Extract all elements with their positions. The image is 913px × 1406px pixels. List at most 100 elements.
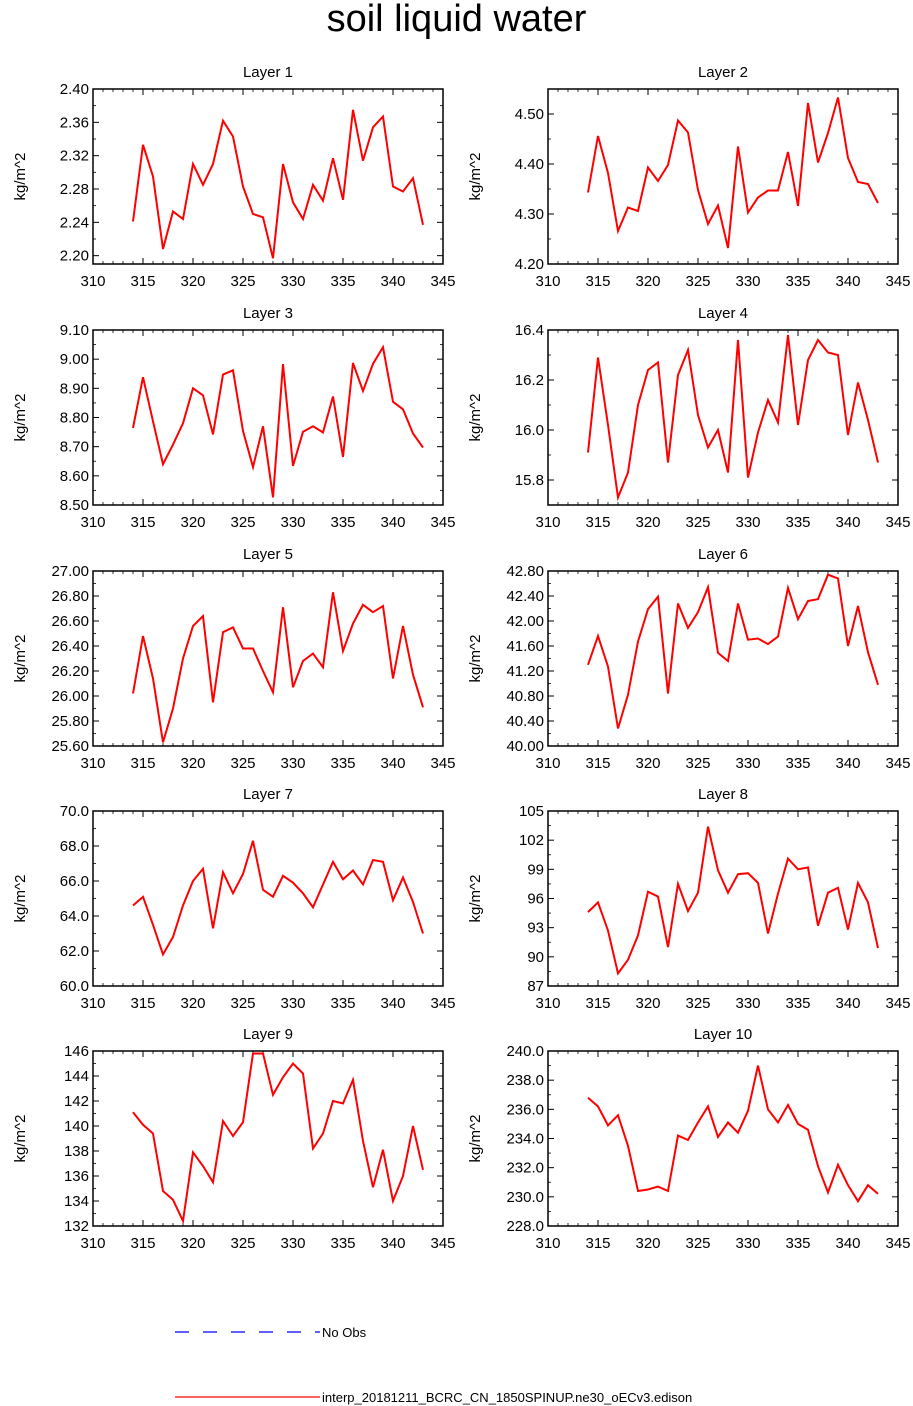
- x-tick-label: 340: [380, 995, 405, 1012]
- chart-panel: Layer 1 kg/m^2 310 315 320 325 330 335 340 345 2.2…: [12, 64, 456, 290]
- x-tick-label: 325: [685, 273, 710, 290]
- y-tick-label: 62.0: [60, 943, 89, 960]
- panel-title: Layer 3: [243, 305, 293, 322]
- y-tick-label: 96: [527, 891, 544, 908]
- x-tick-label: 345: [430, 995, 455, 1012]
- x-tick-label: 310: [80, 1235, 105, 1252]
- x-tick-label: 330: [280, 1235, 305, 1252]
- y-tick-label: 238.0: [506, 1072, 544, 1089]
- panel-title: Layer 6: [698, 546, 748, 563]
- y-tick-label: 64.0: [60, 908, 89, 925]
- y-tick-label: 16.0: [515, 422, 544, 439]
- y-axis-label: kg/m^2: [467, 153, 484, 201]
- y-tick-label: 4.50: [515, 106, 544, 123]
- x-tick-label: 340: [835, 1235, 860, 1252]
- y-tick-label: 40.40: [506, 713, 544, 730]
- x-tick-label: 335: [330, 1235, 355, 1252]
- x-tick-label: 340: [380, 514, 405, 531]
- x-tick-label: 310: [535, 273, 560, 290]
- y-tick-label: 60.0: [60, 978, 89, 995]
- chart-panel: Layer 10 kg/m^2 310 315 320 325 330 335 340 345 22…: [467, 1026, 911, 1252]
- chart-panel: Layer 8 kg/m^2 310 315 320 325 330 335 340 345 87 9…: [467, 786, 911, 1012]
- series-line: [132, 840, 424, 957]
- y-tick-label: 142: [64, 1093, 89, 1110]
- y-tick-label: 8.90: [60, 380, 89, 397]
- x-tick-label: 310: [80, 514, 105, 531]
- x-tick-label: 325: [230, 514, 255, 531]
- y-tick-label: 132: [64, 1218, 89, 1235]
- y-tick-label: 138: [64, 1143, 89, 1160]
- y-tick-label: 2.32: [60, 148, 89, 165]
- x-tick-label: 340: [380, 755, 405, 772]
- x-tick-label: 310: [535, 514, 560, 531]
- chart-panel: Layer 7 kg/m^2 310 315 320 325 330 335 340 345 60.…: [12, 786, 456, 1012]
- series-line: [587, 97, 879, 249]
- y-tick-label: 26.20: [51, 663, 89, 680]
- x-tick-label: 335: [330, 514, 355, 531]
- x-tick-label: 325: [230, 273, 255, 290]
- y-tick-label: 228.0: [506, 1218, 544, 1235]
- x-tick-label: 340: [835, 273, 860, 290]
- y-tick-label: 144: [64, 1068, 89, 1085]
- y-tick-label: 140: [64, 1118, 89, 1135]
- x-tick-label: 315: [585, 1235, 610, 1252]
- y-tick-label: 42.40: [506, 588, 544, 605]
- x-tick-label: 330: [735, 1235, 760, 1252]
- x-tick-label: 310: [80, 273, 105, 290]
- y-tick-label: 16.2: [515, 372, 544, 389]
- y-tick-label: 26.60: [51, 613, 89, 630]
- y-axis-label: kg/m^2: [12, 875, 29, 923]
- y-axis-label: kg/m^2: [12, 394, 29, 442]
- y-tick-label: 234.0: [506, 1131, 544, 1148]
- panel-title: Layer 7: [243, 786, 293, 803]
- y-tick-label: 136: [64, 1168, 89, 1185]
- y-tick-label: 90: [527, 949, 544, 966]
- series-line: [587, 573, 879, 729]
- x-tick-label: 345: [885, 755, 910, 772]
- x-tick-label: 320: [180, 514, 205, 531]
- x-tick-label: 330: [735, 514, 760, 531]
- x-tick-label: 330: [280, 995, 305, 1012]
- x-tick-label: 335: [785, 1235, 810, 1252]
- x-tick-label: 325: [685, 995, 710, 1012]
- x-tick-label: 325: [685, 1235, 710, 1252]
- legend-obs-label: No Obs: [322, 1325, 367, 1340]
- y-tick-label: 99: [527, 861, 544, 878]
- plot-frame: [547, 329, 899, 506]
- x-tick-label: 340: [835, 514, 860, 531]
- chart-panel: Layer 3 kg/m^2 310 315 320 325 330 335 340 345 8.5…: [12, 305, 456, 531]
- y-tick-label: 2.40: [60, 81, 89, 98]
- y-tick-label: 26.40: [51, 638, 89, 655]
- y-tick-label: 8.60: [60, 468, 89, 485]
- panel-title: Layer 5: [243, 546, 293, 563]
- y-tick-label: 232.0: [506, 1160, 544, 1177]
- y-tick-label: 70.0: [60, 803, 89, 820]
- x-tick-label: 315: [585, 514, 610, 531]
- y-axis-label: kg/m^2: [12, 635, 29, 683]
- x-tick-label: 325: [230, 1235, 255, 1252]
- x-tick-label: 320: [180, 755, 205, 772]
- x-tick-label: 330: [280, 514, 305, 531]
- y-tick-label: 26.00: [51, 688, 89, 705]
- series-line: [132, 592, 424, 743]
- x-tick-label: 340: [835, 755, 860, 772]
- x-tick-label: 330: [735, 755, 760, 772]
- chart-panel: Layer 5 kg/m^2 310 315 320 325 330 335 340 345 25.…: [12, 546, 456, 772]
- x-tick-label: 320: [635, 755, 660, 772]
- y-axis-label: kg/m^2: [467, 394, 484, 442]
- panel-title: Layer 4: [698, 305, 748, 322]
- x-tick-label: 325: [685, 755, 710, 772]
- x-tick-label: 315: [130, 514, 155, 531]
- x-tick-label: 330: [280, 273, 305, 290]
- x-tick-label: 345: [430, 273, 455, 290]
- x-tick-label: 310: [535, 1235, 560, 1252]
- y-tick-label: 9.10: [60, 322, 89, 339]
- x-tick-label: 345: [430, 1235, 455, 1252]
- x-tick-label: 315: [130, 1235, 155, 1252]
- x-tick-label: 315: [130, 995, 155, 1012]
- x-tick-label: 325: [230, 995, 255, 1012]
- y-tick-label: 105: [519, 803, 544, 820]
- chart-panel: Layer 4 kg/m^2 310 315 320 325 330 335 340 345 15.…: [467, 305, 911, 531]
